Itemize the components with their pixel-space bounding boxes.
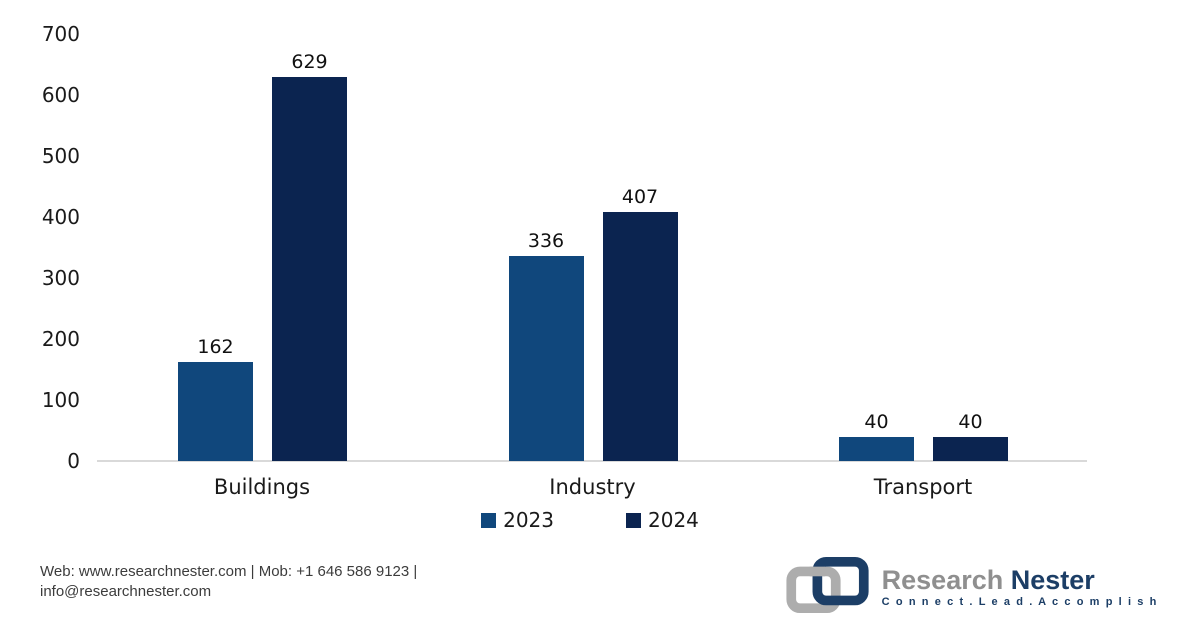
bar-2023-buildings <box>178 362 253 461</box>
x-axis-line <box>97 460 1087 462</box>
bar-value-label: 629 <box>291 51 328 73</box>
bar-2023-industry <box>508 256 584 461</box>
chain-links-icon <box>784 556 872 618</box>
brand-tagline: C o n n e c t . L e a d . A c c o m p l … <box>881 596 1158 608</box>
legend-label-2023: 2023 <box>503 508 554 532</box>
y-axis-tick-label: 200 <box>41 326 80 351</box>
bar-value-label: 162 <box>197 336 234 358</box>
y-axis-tick-label: 0 <box>67 449 80 473</box>
logo-text: Research Nester C o n n e c t . L e a d … <box>882 566 1158 608</box>
legend-item-2024: 2024 <box>626 508 699 532</box>
bar-2024-transport <box>933 437 1008 461</box>
bar-value-label: 336 <box>527 230 565 252</box>
bar-value-label: 40 <box>958 411 983 433</box>
category-label-industry: Industry <box>549 475 636 499</box>
y-axis-tick-label: 100 <box>41 387 80 412</box>
bar-value-label: 40 <box>864 411 889 433</box>
bar-value-label: 407 <box>621 186 659 208</box>
y-axis-tick-label: 600 <box>41 82 80 107</box>
category-label-buildings: Buildings <box>213 475 311 499</box>
legend-swatch-2023 <box>481 512 497 528</box>
bar-2024-industry <box>602 212 678 461</box>
contact-info: Web: www.researchnester.com | Mob: +1 64… <box>40 562 417 602</box>
research-nester-logo: Research Nester C o n n e c t . L e a d … <box>784 556 1158 618</box>
brand-name: Research Nester <box>882 566 1158 594</box>
brand-name-nester: Nester <box>1010 565 1095 595</box>
legend-swatch-2024 <box>626 512 641 528</box>
bar-2023-transport <box>839 437 914 461</box>
y-axis-tick-label: 400 <box>41 204 80 229</box>
y-axis-tick-label: 300 <box>41 265 80 290</box>
y-axis-tick-label: 500 <box>41 143 80 168</box>
y-axis-tick-label: 700 <box>41 21 80 46</box>
brand-name-research: Research <box>881 565 1011 595</box>
chart-legend: 2023 2024 <box>0 508 1180 532</box>
contact-line-2: info@researchnester.com <box>40 583 212 600</box>
category-label-transport: Transport <box>873 475 973 499</box>
bar-2024-buildings <box>272 77 347 461</box>
contact-line-1: Web: www.researchnester.com | Mob: +1 64… <box>40 563 418 580</box>
legend-label-2024: 2024 <box>648 508 699 532</box>
legend-item-2023: 2023 <box>481 508 554 532</box>
